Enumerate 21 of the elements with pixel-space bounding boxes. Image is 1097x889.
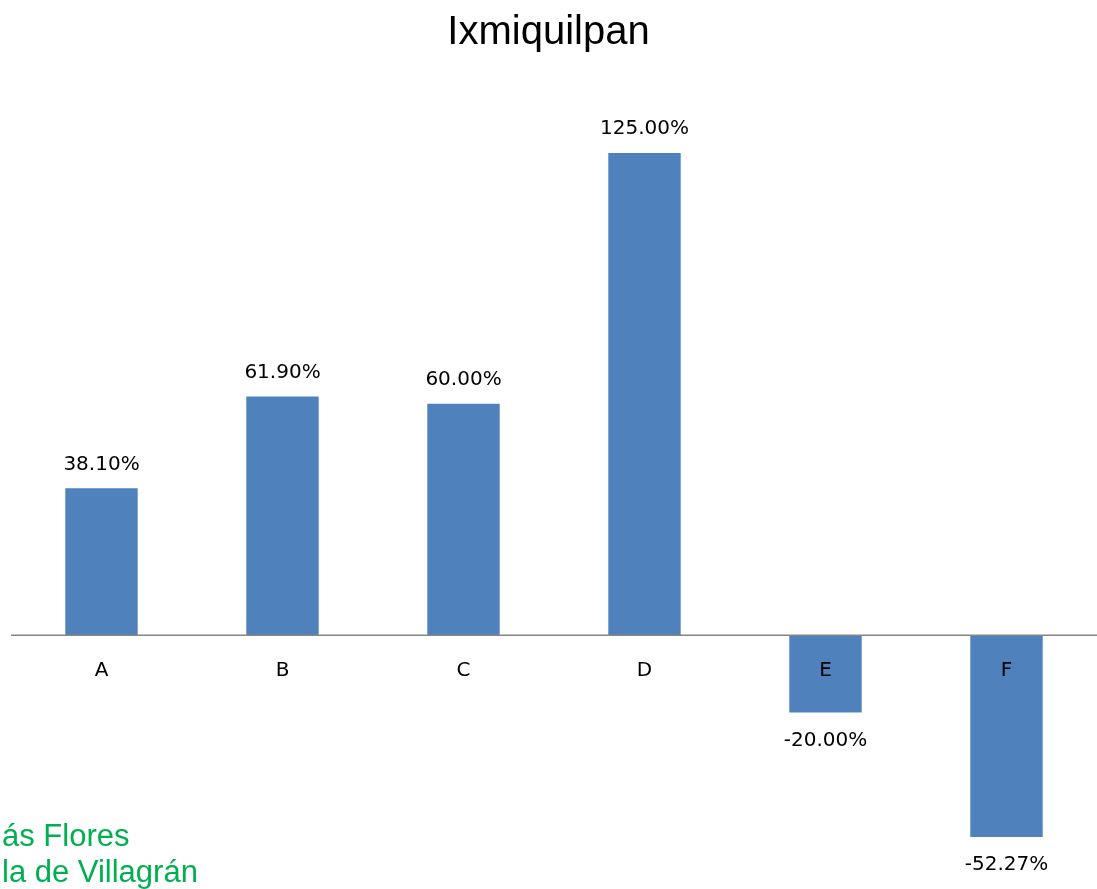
x-tick-label: C	[456, 656, 471, 681]
data-label: 60.00%	[425, 366, 502, 391]
chart-title: Ixmiquilpan	[446, 8, 651, 53]
x-tick-label: E	[819, 656, 832, 681]
data-label: -20.00%	[783, 726, 868, 751]
data-label: 61.90%	[244, 358, 321, 383]
bar	[789, 635, 862, 713]
annotation: ás Flores	[2, 818, 130, 853]
bar	[608, 153, 681, 636]
data-label: 38.10%	[63, 450, 140, 475]
x-tick-label: F	[1000, 656, 1013, 681]
text: la de Villagrán	[2, 854, 198, 889]
data-label: -52.27%	[964, 851, 1049, 876]
bar	[246, 396, 319, 636]
x-tick-label: B	[275, 656, 290, 681]
bar	[970, 635, 1043, 837]
bar	[65, 488, 138, 636]
x-tick-label: A	[94, 656, 109, 681]
data-label: 125.00%	[600, 115, 689, 140]
bar	[427, 403, 500, 636]
x-tick-label: D	[636, 656, 653, 681]
